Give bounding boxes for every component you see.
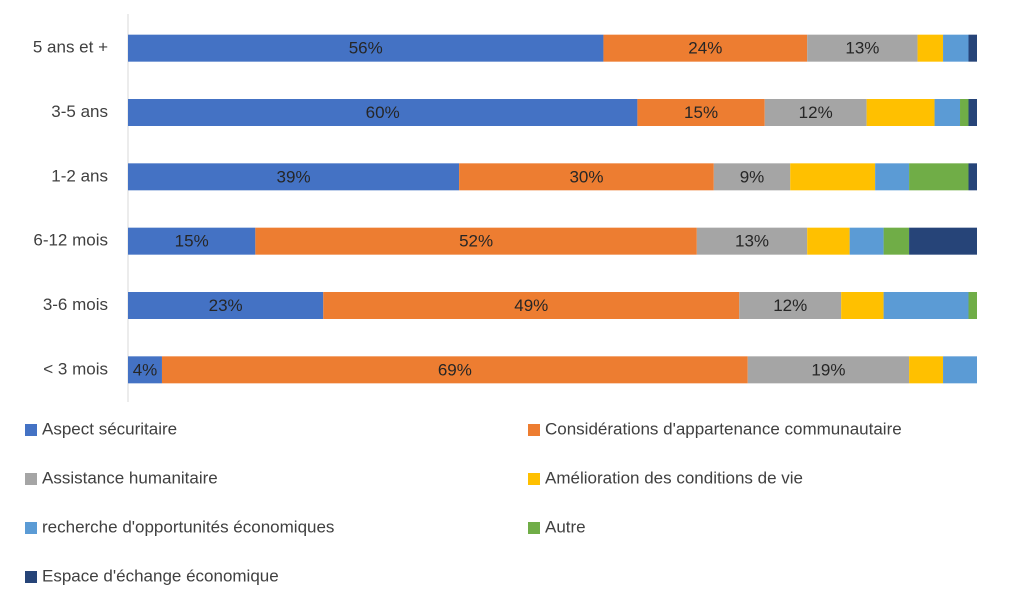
y-tick-label: 3-5 ans [51,102,108,121]
legend-label: recherche d'opportunités économiques [42,517,334,536]
y-tick-label: 5 ans et + [33,38,108,57]
data-label: 24% [688,39,722,58]
legend-swatch [25,522,37,534]
bar-segment [909,356,944,384]
data-label: 15% [684,103,718,122]
data-label: 12% [773,296,807,315]
y-tick-label: < 3 mois [43,359,108,378]
legend-label: Aspect sécuritaire [42,419,177,438]
legend-label: Considérations d'appartenance communauta… [545,419,902,438]
data-label: 39% [277,167,311,186]
bar-segment [747,356,910,384]
data-label: 69% [438,360,472,379]
legend-label: Espace d'échange économique [42,566,279,585]
data-label: 15% [175,232,209,251]
data-label: 52% [459,232,493,251]
bar-segment [255,227,697,255]
bar-segment [128,292,324,319]
bar-segment [807,34,918,62]
bar-segment [128,356,162,384]
data-label: 19% [811,360,845,379]
bar-segment [934,99,961,126]
bar-segment [968,292,977,319]
bar-segment [849,227,884,255]
legend-swatch [25,473,37,485]
legend-label: Assistance humanitaire [42,468,218,487]
data-label: 4% [133,360,158,379]
legend-swatch [25,424,37,436]
bar-segment [696,227,808,255]
legend-label: Amélioration des conditions de vie [545,468,803,487]
bar-segment [323,292,740,319]
bar-segment [909,227,977,255]
bar-segment [968,163,977,191]
bar-segment [909,163,969,191]
bar-segment [128,163,460,191]
bar-segment [943,356,977,384]
data-label: 56% [349,39,383,58]
data-label: 60% [366,103,400,122]
bar-segment [841,292,884,319]
data-label: 13% [845,39,879,58]
bar-segment [128,34,604,62]
y-tick-label: 6-12 mois [33,231,108,250]
y-tick-label: 3-6 mois [43,295,108,314]
bar-segment [875,163,910,191]
data-label: 9% [740,167,765,186]
bar-segment [943,34,969,62]
bar-segment [790,163,876,191]
bar-segment [459,163,714,191]
legend-swatch [528,522,540,534]
bar-segment [713,163,791,191]
bar-segment [128,99,638,126]
bar-segment [739,292,842,319]
bar-segment [917,34,944,62]
legend-label: Autre [545,517,586,536]
bar-segment [603,34,808,62]
data-label: 23% [209,296,243,315]
bar-segment [128,227,256,255]
bar-segment [968,34,977,62]
bar-segment [161,356,748,384]
legend-swatch [528,473,540,485]
bar-segment [883,227,910,255]
bar-segment [637,99,765,126]
bar-segment [883,292,969,319]
bar-segment [764,99,867,126]
data-label: 13% [735,232,769,251]
data-label: 30% [569,167,603,186]
legend-swatch [25,571,37,583]
data-label: 49% [514,296,548,315]
bar-segment [866,99,935,126]
bar-segment [807,227,850,255]
legend-swatch [528,424,540,436]
y-tick-label: 1-2 ans [51,166,108,185]
data-label: 12% [799,103,833,122]
bar-segment [968,99,977,126]
bar-segment [960,99,969,126]
